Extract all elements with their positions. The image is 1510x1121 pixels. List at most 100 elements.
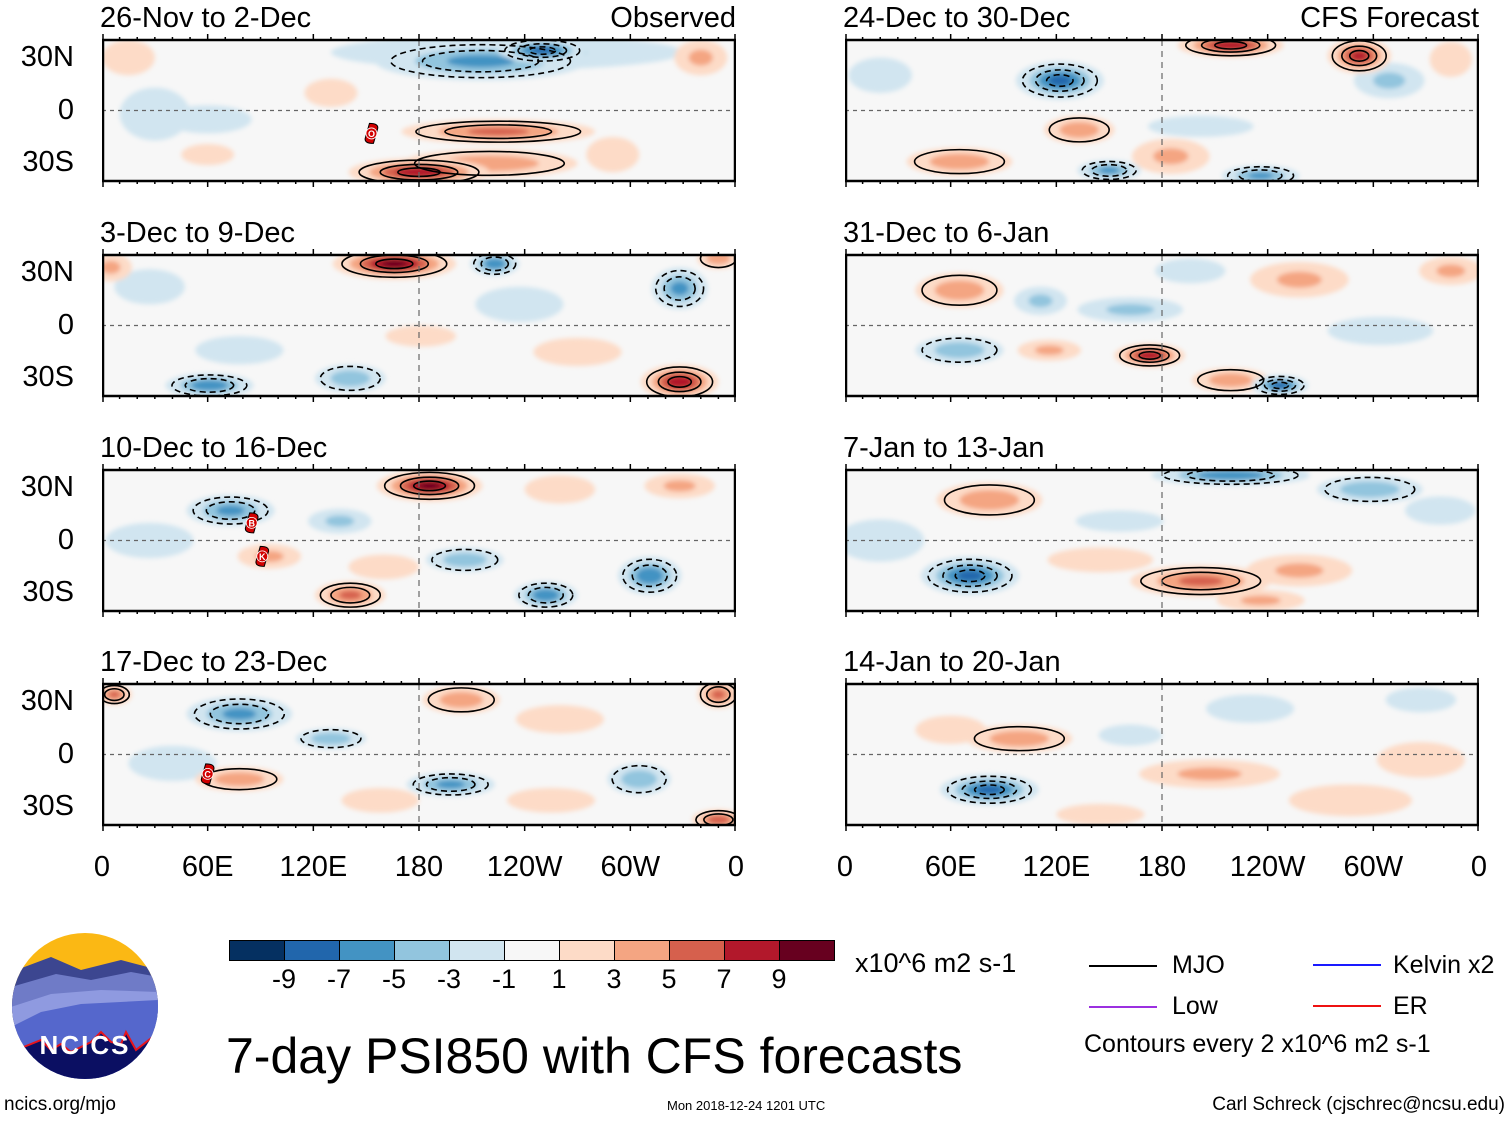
lon-tick-label: 0	[1470, 851, 1488, 883]
lon-tick-label: 60W	[1343, 851, 1404, 883]
mjo-contour	[427, 687, 495, 713]
colorbar-label: 7	[716, 964, 732, 994]
lon-tick-label: 180	[1137, 851, 1187, 883]
lat-tick-label: 30N	[20, 471, 74, 503]
anomaly-blob	[439, 691, 484, 708]
anomaly-blob	[222, 708, 257, 720]
mjo-contour	[412, 773, 489, 796]
legend-mjo-label: MJO	[1172, 951, 1225, 979]
anomaly-blob	[621, 770, 657, 789]
anomaly-blob	[191, 380, 228, 391]
mjo-contour	[341, 255, 448, 279]
anomaly-blob	[1240, 595, 1281, 606]
mjo-contour	[319, 582, 382, 608]
lat-tick-label: 30S	[22, 576, 74, 608]
anomaly-blob	[304, 78, 358, 107]
mjo-contour	[921, 337, 998, 363]
anomaly-blob	[1436, 264, 1466, 278]
anomaly-blob	[341, 787, 419, 813]
mjo-contour	[621, 558, 678, 594]
storm-letter: C	[204, 769, 211, 779]
mjo-contour	[913, 148, 1006, 175]
anomaly-blob	[108, 691, 120, 698]
anomaly-blob	[214, 772, 265, 787]
mjo-contour	[946, 775, 1033, 805]
colorbar-label: -9	[271, 964, 296, 994]
mjo-contour	[1186, 470, 1276, 482]
lat-tick-label: 0	[57, 94, 74, 126]
panel-title: 7-Jan to 13-Jan	[843, 432, 1045, 464]
colorbar-swatch	[229, 940, 285, 961]
colorbar-units: x10^6 m2 s-1	[855, 948, 1017, 978]
mjo-contour	[517, 42, 568, 59]
colorbar-swatch	[724, 940, 780, 961]
mjo-contour	[209, 703, 270, 725]
lon-tick-label: 60E	[924, 851, 977, 883]
colorbar-label: -7	[326, 964, 351, 994]
mjo-contour	[1118, 344, 1181, 367]
author-credit: Carl Schreck (cjschrec@ncsu.edu)	[1212, 1094, 1505, 1115]
anomaly-blob	[1373, 72, 1406, 89]
lat-tick-label: 30S	[22, 790, 74, 822]
mjo-contour	[358, 159, 480, 181]
lat-tick-label: 0	[57, 524, 74, 556]
colorbar-label: 3	[606, 964, 622, 994]
storm-letter: B	[248, 518, 255, 528]
anomaly-blob	[934, 280, 985, 301]
mjo-contour	[954, 569, 986, 583]
anomaly-blob	[1208, 373, 1253, 388]
anomaly-blob	[688, 49, 713, 66]
anomaly-blob	[475, 286, 564, 322]
mjo-contour	[527, 586, 565, 604]
panel-title: 14-Jan to 20-Jan	[843, 646, 1061, 678]
anomaly-blob	[531, 47, 554, 54]
mjo-contour	[103, 687, 125, 702]
mjo-contour	[1200, 40, 1261, 53]
lat-tick-label: 30N	[20, 41, 74, 73]
anomaly-blob	[707, 815, 730, 825]
anomaly-blob	[442, 552, 487, 567]
mjo-contour	[1238, 169, 1283, 181]
figure-title: 7-day PSI850 with CFS forecasts	[226, 1028, 963, 1084]
anomaly-blob	[1376, 742, 1465, 778]
mjo-contour	[425, 776, 476, 793]
mjo-contour	[205, 501, 256, 521]
site-link[interactable]: ncics.org/mjo	[4, 1094, 116, 1115]
mjo-contour	[1021, 63, 1099, 98]
anomaly-blob	[1275, 563, 1324, 578]
anomaly-blob	[105, 522, 194, 559]
mjo-contour	[1341, 45, 1378, 67]
anomaly-blob	[934, 342, 985, 359]
anomaly-blob	[1047, 547, 1154, 573]
ncics-logo: NCICS	[11, 932, 159, 1085]
lon-tick-label: 60E	[181, 851, 234, 883]
mjo-contour	[1214, 40, 1248, 50]
colorbar-label: -3	[436, 964, 461, 994]
legend-kelvin-label: Kelvin x2	[1393, 951, 1495, 979]
tropical-cyclone-icon: C	[200, 763, 215, 785]
mjo-contour	[973, 784, 1006, 796]
colorbar-swatch	[394, 940, 450, 961]
anomaly-blob	[1048, 75, 1072, 86]
mjo-contour	[645, 366, 714, 396]
panel-title: 17-Dec to 23-Dec	[100, 646, 328, 678]
colorbar-label: -5	[381, 964, 406, 994]
anomaly-blob	[330, 370, 371, 387]
anomaly-blob	[1178, 575, 1224, 587]
mjo-contour	[102, 684, 131, 705]
anomaly-blob	[1147, 115, 1254, 137]
lon-tick-label: 120W	[1229, 851, 1306, 883]
lon-tick-label: 0	[93, 851, 111, 883]
tropical-cyclone-icon: O	[364, 122, 379, 144]
lon-tick-label: 120W	[486, 851, 563, 883]
anomaly-blob	[1212, 41, 1249, 50]
mjo-contour	[961, 780, 1018, 800]
anomaly-blob	[929, 153, 990, 170]
storm-letter: O	[368, 129, 375, 139]
lon-tick-label: 0	[727, 851, 745, 883]
mjo-contour	[703, 813, 734, 825]
mjo-contour	[415, 120, 582, 143]
mjo-contour	[518, 582, 574, 608]
anomaly-blob	[1340, 481, 1400, 498]
colorbar-swatch	[339, 940, 395, 961]
